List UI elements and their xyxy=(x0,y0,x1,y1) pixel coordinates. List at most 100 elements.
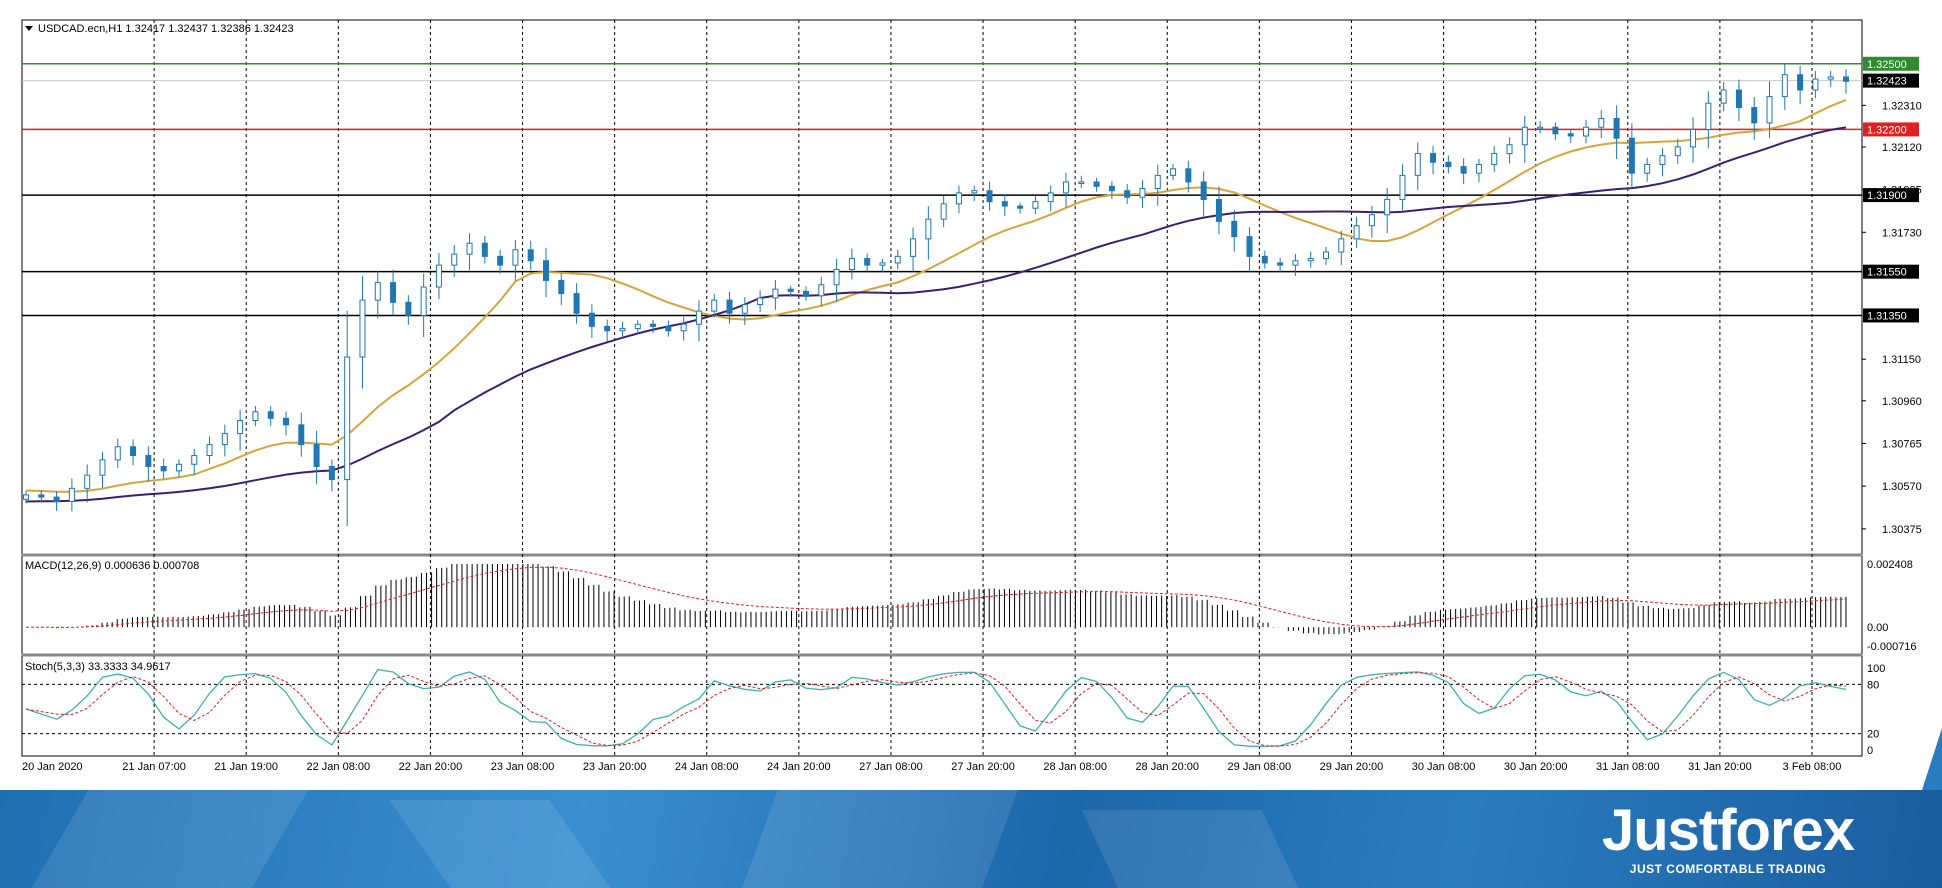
candle-body xyxy=(1567,133,1574,137)
footer-shard xyxy=(742,790,1018,888)
level-price-tag xyxy=(1863,56,1919,71)
candle-body xyxy=(588,312,595,327)
price-tick-label: 1.32310 xyxy=(1882,100,1922,112)
candle-body xyxy=(1292,260,1299,266)
candle-body xyxy=(1124,190,1131,198)
macd-tick-label: 0.002408 xyxy=(1867,559,1913,571)
time-tick-label: 24 Jan 08:00 xyxy=(675,761,739,773)
time-axis: 20 Jan 2020 21 Jan 07:00 21 Jan 19:00 22 Ja… xyxy=(22,761,1841,773)
candle-body xyxy=(1751,107,1758,124)
time-tick-label: 27 Jan 08:00 xyxy=(859,761,923,773)
candle-body xyxy=(114,446,121,461)
footer-shard xyxy=(389,800,611,888)
candle-body xyxy=(1537,126,1544,130)
candle-body xyxy=(435,264,442,288)
candle-body xyxy=(650,323,657,327)
candle-body xyxy=(1552,126,1559,135)
candle-body xyxy=(206,444,213,457)
candle-body xyxy=(741,304,748,314)
symbol-dropdown-icon[interactable] xyxy=(25,26,33,31)
level-price-label: 1.31900 xyxy=(1867,190,1907,202)
candles xyxy=(23,64,1849,526)
candle-body xyxy=(1108,185,1115,192)
candle-body xyxy=(1827,76,1834,80)
candle-body xyxy=(1338,238,1345,253)
candle-body xyxy=(787,288,794,292)
candle-body xyxy=(298,424,305,446)
brand-tagline: JUST COMFORTABLE TRADING xyxy=(1629,862,1827,876)
candle-body xyxy=(1628,137,1635,174)
candle-body xyxy=(405,301,412,316)
level-price-tag xyxy=(1863,264,1919,279)
candle-body xyxy=(1215,198,1222,222)
candle-body xyxy=(313,444,320,467)
time-tick-label: 28 Jan 08:00 xyxy=(1043,761,1107,773)
candle-body xyxy=(1613,117,1620,139)
candle-body xyxy=(1674,146,1681,157)
candle-body xyxy=(175,463,182,472)
candle-body xyxy=(1766,96,1773,124)
footer-shard xyxy=(31,790,309,888)
stoch-header: Stoch(5,3,3) 33.3333 34.9617 xyxy=(25,661,171,673)
candle-body xyxy=(604,325,611,332)
price-axis: 1.323101.321201.319251.317301.311501.309… xyxy=(1862,56,1922,757)
candle-body xyxy=(1414,153,1421,176)
brand-name: Justforex xyxy=(1601,798,1855,863)
time-tick-label: 24 Jan 20:00 xyxy=(767,761,831,773)
candle-body xyxy=(757,297,764,306)
time-tick-label: 31 Jan 08:00 xyxy=(1596,761,1660,773)
candle-body xyxy=(1323,251,1329,260)
brand-footer xyxy=(0,790,1942,888)
candle-body xyxy=(1047,192,1054,203)
level-price-label: 1.31550 xyxy=(1867,267,1907,279)
footer-shard xyxy=(1081,810,1299,888)
time-tick-label: 29 Jan 20:00 xyxy=(1320,761,1384,773)
trading-chart[interactable]: 1.323101.321201.319251.317301.311501.309… xyxy=(0,0,1942,800)
candle-body xyxy=(221,433,228,446)
candle-body xyxy=(390,282,397,303)
candle-body xyxy=(1843,76,1849,82)
candle-body xyxy=(864,258,871,266)
time-tick-label: 29 Jan 08:00 xyxy=(1228,761,1292,773)
stoch-tick-label: 100 xyxy=(1867,663,1885,675)
candle-body xyxy=(1460,166,1467,174)
candle-body xyxy=(1445,161,1452,168)
candle-body xyxy=(451,253,458,266)
candle-body xyxy=(237,420,244,435)
time-tick-label: 23 Jan 08:00 xyxy=(491,761,555,773)
candle-body xyxy=(1659,155,1666,165)
candle-body xyxy=(634,323,641,330)
candle-body xyxy=(68,487,75,502)
candle-body xyxy=(481,242,488,257)
candle-body xyxy=(1154,174,1161,190)
candle-body xyxy=(1644,163,1651,174)
candle-body xyxy=(1781,74,1788,98)
candle-body xyxy=(1277,262,1284,266)
candle-body xyxy=(1797,74,1804,91)
time-tick-label: 30 Jan 20:00 xyxy=(1504,761,1568,773)
time-tick-label: 22 Jan 08:00 xyxy=(307,761,371,773)
level-price-label: 1.32423 xyxy=(1867,76,1907,88)
candle-body xyxy=(512,249,519,266)
candle-body xyxy=(1583,126,1589,137)
candle-body xyxy=(38,494,45,498)
candle-body xyxy=(894,255,901,264)
time-tick-label: 22 Jan 20:00 xyxy=(399,761,463,773)
grid xyxy=(22,20,1862,756)
candle-body xyxy=(1475,163,1482,174)
candle-body xyxy=(1032,201,1039,209)
candle-body xyxy=(665,325,672,332)
candle-body xyxy=(1170,168,1177,176)
level-price-tag xyxy=(1863,73,1919,88)
candle-body xyxy=(1307,258,1314,262)
stoch-tick-label: 80 xyxy=(1867,679,1879,691)
candle-body xyxy=(267,411,274,419)
candle-body xyxy=(619,328,626,332)
level-price-label: 1.31350 xyxy=(1867,310,1907,322)
candle-body xyxy=(879,262,886,266)
candle-body xyxy=(695,310,702,325)
candle-body xyxy=(772,288,779,299)
candle-body xyxy=(160,465,167,472)
candle-body xyxy=(191,455,198,465)
candle-body xyxy=(1093,181,1100,187)
